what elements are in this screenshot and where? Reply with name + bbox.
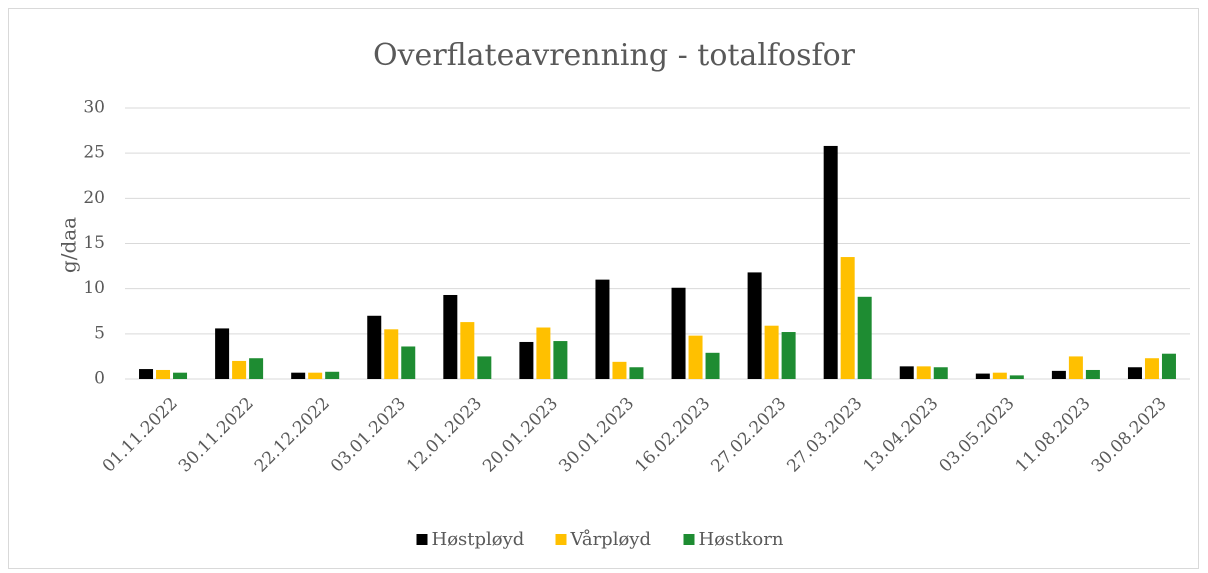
bar <box>595 279 610 379</box>
bar <box>857 296 872 379</box>
bar <box>443 294 458 379</box>
bar <box>156 369 171 379</box>
bar <box>519 341 534 379</box>
bar <box>705 352 720 379</box>
bar <box>975 373 990 379</box>
legend-swatch <box>416 534 428 545</box>
y-axis-label: g/daa <box>57 217 81 273</box>
bar <box>308 372 323 379</box>
bar <box>215 328 230 379</box>
y-tick-label: 30 <box>83 98 105 118</box>
bar <box>916 366 931 379</box>
y-tick-label: 5 <box>94 323 105 343</box>
bar <box>1051 370 1066 379</box>
bar <box>325 371 340 379</box>
bar <box>232 360 247 379</box>
bar <box>671 287 686 379</box>
bar <box>477 356 492 379</box>
bar <box>840 257 855 379</box>
bar <box>992 372 1007 379</box>
bar <box>173 372 188 379</box>
bar <box>1144 358 1159 379</box>
legend-swatch <box>555 534 567 545</box>
bar <box>1161 353 1176 379</box>
bar <box>401 346 416 379</box>
bar <box>629 367 644 379</box>
chart-title: Overflateavrenning - totalfosfor <box>373 38 856 73</box>
bar <box>933 367 948 379</box>
legend-label: Vårpløyd <box>570 528 652 550</box>
bar <box>899 366 914 379</box>
bar <box>688 335 703 379</box>
bar <box>781 332 796 379</box>
bar <box>553 341 568 379</box>
y-tick-label: 0 <box>94 369 105 389</box>
bar <box>249 358 264 379</box>
legend-label: Høstkorn <box>699 529 784 550</box>
bar <box>747 272 762 379</box>
bar <box>367 315 382 379</box>
bar <box>1085 369 1100 379</box>
bar <box>291 372 306 379</box>
legend-swatch <box>683 534 695 545</box>
y-tick-label: 20 <box>83 188 105 208</box>
bar <box>1009 375 1024 379</box>
bar <box>1127 367 1142 379</box>
bar <box>384 329 399 379</box>
bar <box>139 369 154 379</box>
y-tick-label: 15 <box>83 233 105 253</box>
y-tick-label: 25 <box>83 143 105 163</box>
bar <box>460 322 475 379</box>
bar <box>536 327 551 379</box>
bar <box>612 361 627 379</box>
bar <box>1068 356 1083 379</box>
bar <box>823 145 838 379</box>
bar <box>764 325 779 379</box>
y-tick-label: 10 <box>83 278 105 298</box>
legend-label: Høstpløyd <box>432 529 525 550</box>
